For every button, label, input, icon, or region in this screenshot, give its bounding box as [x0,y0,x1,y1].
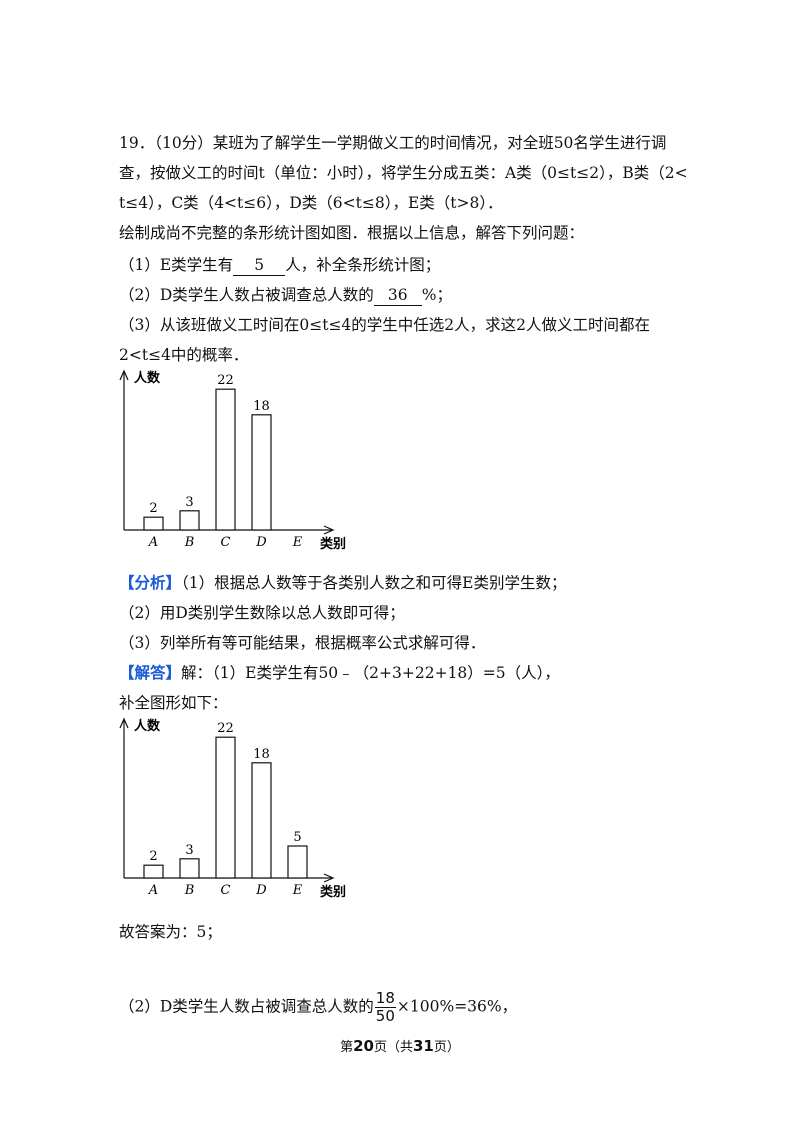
question-1-prefix: （1）E类学生有 [119,256,234,274]
x-axis-label: 类别 [320,884,346,900]
question-1-suffix: 人，补全条形统计图； [285,256,441,274]
tick-label-d: D [255,883,267,898]
fraction-denominator: 50 [375,1007,395,1025]
page-footer: 第20页（共31页） [0,1036,800,1055]
analysis-text-1: （1）根据总人数等于各类别人数之和可得E类别学生数； [181,574,567,592]
problem-line-3: t≤4），C类（4<t≤6），D类（6<t≤8），E类（t>8）． [119,194,503,212]
data-label-c: 22 [217,721,234,736]
page-number: 20 [353,1037,374,1055]
tick-label-c: C [221,535,231,550]
fraction: 18 50 [374,989,396,1025]
data-label-a: 2 [149,849,157,864]
solution-line-4-prefix: （2）D类学生人数占被调查总人数的 [119,997,374,1016]
problem-line-4: 绘制成尚不完整的条形统计图如图．根据以上信息，解答下列问题： [119,224,585,242]
data-label-c: 22 [217,373,234,388]
footer-middle: 页（共 [373,1040,413,1055]
data-label-d: 18 [253,747,270,762]
y-axis-label: 人数 [134,718,161,734]
x-axis-arrow [323,525,335,535]
problem-line-1: 19．（10分）某班为了解学生一学期做义工的时间情况，对全班50名学生进行调 [119,134,667,152]
tick-label-e: E [292,883,303,898]
data-label-b: 3 [185,843,193,858]
y-axis-arrow [119,369,129,381]
bar-d [251,762,272,879]
data-label-a: 2 [149,501,157,516]
tick-label-c: C [221,883,231,898]
fraction-numerator: 18 [374,989,396,1008]
total-pages: 31 [413,1037,434,1055]
analysis-tag: 【分析】 [119,573,182,592]
data-label-b: 3 [185,495,193,510]
bar-e [287,845,308,879]
tick-label-a: A [148,535,158,550]
tick-label-d: D [255,535,267,550]
analysis-line-3: （3）列举所有等可能结果，根据概率公式求解可得． [119,634,486,652]
solution-tag: 【解答】 [119,663,182,682]
bar-a [143,516,164,531]
tick-label-b: B [184,535,195,550]
x-axis-label: 类别 [320,536,346,552]
footer-prefix: 第 [340,1040,354,1055]
question-2: （2）D类学生人数占被调查总人数的 36%； [119,285,452,306]
question-1: （1）E类学生有 5 人，补全条形统计图； [119,255,440,276]
bar-b [179,510,200,531]
solution-line-4-suffix: ×100%=36%， [396,997,518,1016]
problem-line-2: 查，按做义工的时间t（单位：小时），将学生分成五类：A类（0≤t≤2），B类（2… [119,164,688,182]
question-3-line-1: （3）从该班做义工时间在0≤t≤4的学生中任选2人，求这2人做义工时间都在 [119,316,651,334]
bar-d [251,414,272,531]
analysis-line-1: 【分析】（1）根据总人数等于各类别人数之和可得E类别学生数； [119,573,566,593]
y-axis-arrow [119,717,129,729]
tick-label-b: B [184,883,195,898]
solution-line-4: （2）D类学生人数占被调查总人数的 18 50 ×100%=36%， [119,990,517,1025]
footer-suffix: 页） [433,1040,460,1055]
solution-line-2: 补全图形如下： [119,694,228,712]
question-2-prefix: （2）D类学生人数占被调查总人数的 [119,286,374,304]
solution-line-3: 故答案为：5； [119,923,222,941]
question-2-suffix: %； [421,286,453,304]
data-label-d: 18 [253,399,270,414]
tick-label-a: A [148,883,158,898]
question-1-answer: 5 [233,255,286,276]
tick-label-e: E [292,535,303,550]
analysis-line-2: （2）用D类别学生数除以总人数即可得； [119,604,405,622]
data-label-e: 5 [293,830,301,845]
question-2-answer: 36 [373,285,422,306]
solution-text-1: 解：（1）E类学生有50﹣（2+3+22+18）=5（人）， [181,664,560,682]
bar-b [179,858,200,879]
bar-c [215,388,236,531]
y-axis-label: 人数 [134,370,161,386]
bar-a [143,864,164,879]
bar-c [215,736,236,879]
solution-line-1: 【解答】解：（1）E类学生有50﹣（2+3+22+18）=5（人）， [119,663,560,683]
x-axis-arrow [323,873,335,883]
question-3-line-2: 2<t≤4中的概率． [119,346,249,364]
